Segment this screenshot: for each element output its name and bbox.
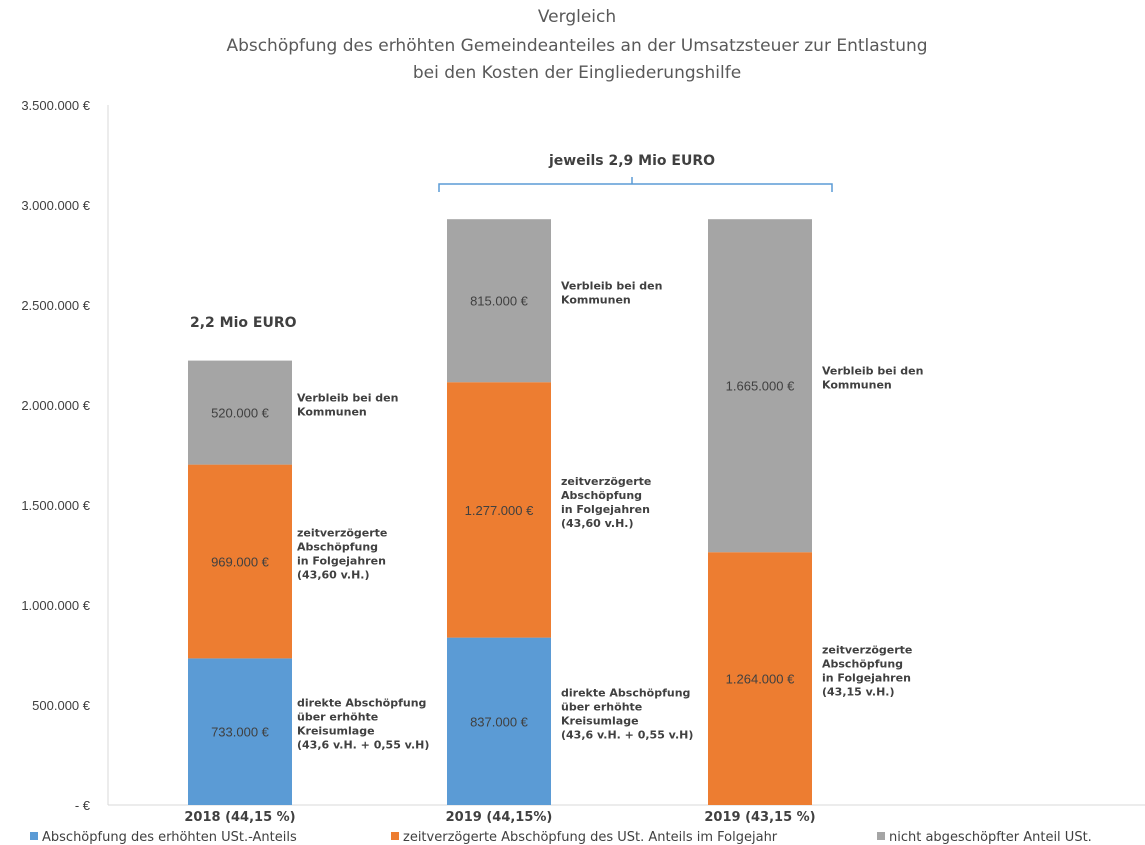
- annotation-line: Kommunen: [297, 406, 367, 419]
- segment-annotation: zeitverzögerte Abschöpfung in Folgejahren(…: [561, 475, 651, 530]
- chart-title-line-2: Abschöpfung des erhöhten Gemeindeanteile…: [226, 36, 927, 56]
- legend: Abschöpfung des erhöhten USt.-Anteils zei…: [30, 830, 1092, 845]
- annotation-line: über erhöhte: [561, 700, 642, 713]
- data-label: 520.000 €: [211, 406, 270, 421]
- annotation-line: in Folgejahren: [822, 672, 911, 685]
- annotation-line: über erhöhte: [297, 711, 378, 724]
- annotation-line: (43,60 v.H.): [561, 517, 634, 530]
- legend-label: nicht abgeschöpfter Anteil USt.: [889, 830, 1092, 845]
- y-tick-label: 2.000.000 €: [21, 398, 90, 413]
- legend-label: zeitverzögerte Abschöpfung des USt. Ante…: [403, 830, 778, 845]
- bar-segment: [188, 658, 292, 805]
- annotation-line: Abschöpfung: [561, 489, 642, 502]
- segment-annotation: Verbleib bei den Kommunen: [561, 280, 662, 307]
- segment-annotation: Verbleib bei den Kommunen: [297, 392, 398, 419]
- y-tick-label: 3.500.000 €: [21, 98, 90, 113]
- annotation-line: Abschöpfung: [822, 658, 903, 671]
- y-tick-label: 1.000.000 €: [21, 598, 90, 613]
- bars: 733.000 € 969.000 € 520.000 € 837.000 € 1.27…: [188, 219, 812, 805]
- x-axis-categories: 2018 (44,15 %) 2019 (44,15%) 2019 (43,15 %…: [184, 810, 815, 825]
- annotation-line: zeitverzögerte: [297, 527, 387, 540]
- data-label: 1.264.000 €: [726, 672, 795, 687]
- annotation-line: (43,60 v.H.): [297, 569, 370, 582]
- legend-item: nicht abgeschöpfter Anteil USt.: [877, 830, 1092, 845]
- data-label: 1.277.000 €: [465, 503, 534, 518]
- total-label-2018: 2,2 Mio EURO: [190, 315, 297, 331]
- chart-title: Vergleich Abschöpfung des erhöhten Gemei…: [226, 7, 927, 83]
- data-label: 815.000 €: [470, 294, 529, 309]
- annotation-line: Abschöpfung: [297, 541, 378, 554]
- bracket-2019: [438, 177, 833, 192]
- annotation-line: (43,6 v.H. + 0,55 v.H): [297, 739, 429, 752]
- segment-annotation: direkte Abschöpfung über erhöhte Kreisumla…: [561, 686, 693, 741]
- legend-swatch: [391, 832, 399, 840]
- annotation-line: zeitverzögerte: [561, 475, 651, 488]
- y-tick-label: - €: [75, 798, 91, 813]
- data-label: 733.000 €: [211, 725, 270, 740]
- legend-label: Abschöpfung des erhöhten USt.-Anteils: [42, 830, 297, 845]
- annotation-line: in Folgejahren: [297, 555, 386, 568]
- annotation-line: Kreisumlage: [297, 725, 375, 738]
- annotation-line: Verbleib bei den: [822, 365, 923, 378]
- annotation-line: direkte Abschöpfung: [297, 697, 426, 710]
- bar-segment: [447, 219, 551, 383]
- bar-segment: [708, 219, 812, 553]
- annotation-line: (43,15 v.H.): [822, 686, 895, 699]
- annotation-line: Kommunen: [822, 379, 892, 392]
- bracket-label-2019: jeweils 2,9 Mio EURO: [548, 153, 715, 169]
- x-category-label: 2019 (43,15 %): [704, 810, 815, 825]
- annotations: direkte Abschöpfung über erhöhte Kreisumla…: [297, 280, 923, 752]
- legend-swatch: [877, 832, 885, 840]
- annotation-line: in Folgejahren: [561, 503, 650, 516]
- y-tick-label: 2.500.000 €: [21, 298, 90, 313]
- bar-segment: [447, 382, 551, 638]
- data-label: 969.000 €: [211, 555, 270, 570]
- data-label: 837.000 €: [470, 714, 529, 729]
- annotation-line: Kommunen: [561, 294, 631, 307]
- y-tick-label: 1.500.000 €: [21, 498, 90, 513]
- bar-segment: [188, 360, 292, 465]
- data-label: 1.665.000 €: [726, 379, 795, 394]
- y-tick-label: 500.000 €: [32, 698, 91, 713]
- annotation-line: Kreisumlage: [561, 714, 639, 727]
- legend-item: Abschöpfung des erhöhten USt.-Anteils: [30, 830, 297, 845]
- annotation-line: (43,6 v.H. + 0,55 v.H): [561, 728, 693, 741]
- y-tick-label: 3.000.000 €: [21, 198, 90, 213]
- x-category-label: 2019 (44,15%): [446, 810, 553, 825]
- chart-title-line-3: bei den Kosten der Eingliederungshilfe: [413, 63, 741, 83]
- x-category-label: 2018 (44,15 %): [184, 810, 295, 825]
- bar-segment: [447, 637, 551, 805]
- bar-segment: [188, 464, 292, 659]
- annotation-line: direkte Abschöpfung: [561, 686, 690, 699]
- legend-item: zeitverzögerte Abschöpfung des USt. Ante…: [391, 830, 778, 845]
- annotation-line: Verbleib bei den: [297, 392, 398, 405]
- segment-annotation: zeitverzögerte Abschöpfung in Folgejahren(…: [297, 527, 387, 582]
- legend-swatch: [30, 832, 38, 840]
- chart-title-line-1: Vergleich: [538, 7, 616, 27]
- y-axis-ticks: - € 500.000 € 1.000.000 € 1.500.000 € 2.000.…: [21, 98, 90, 813]
- segment-annotation: direkte Abschöpfung über erhöhte Kreisumla…: [297, 697, 429, 752]
- segment-annotation: Verbleib bei den Kommunen: [822, 365, 923, 392]
- bar-segment: [708, 552, 812, 805]
- annotation-line: zeitverzögerte: [822, 644, 912, 657]
- segment-annotation: zeitverzögerte Abschöpfung in Folgejahren(…: [822, 644, 912, 699]
- annotation-line: Verbleib bei den: [561, 280, 662, 293]
